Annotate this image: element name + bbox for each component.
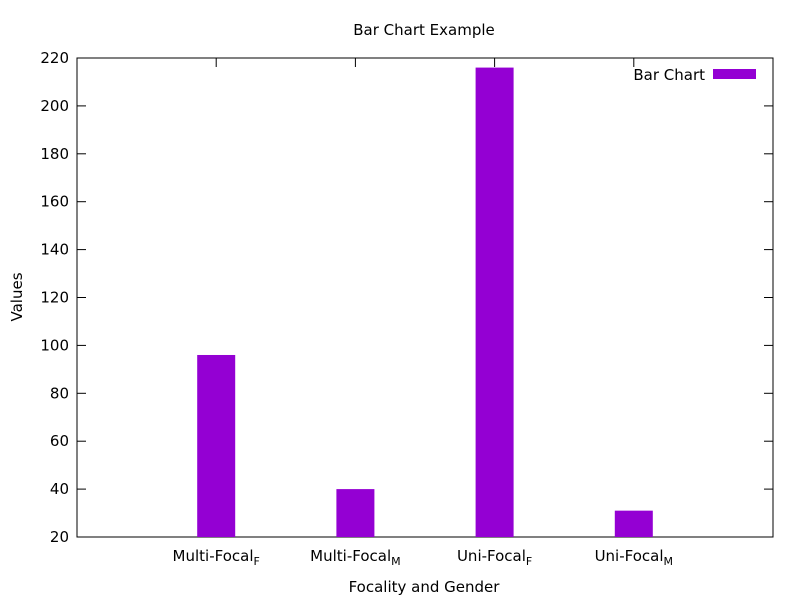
x-tick-label: Multi-FocalM	[310, 547, 400, 568]
x-tick-label: Multi-FocalF	[173, 547, 260, 568]
x-tick-label: Uni-FocalF	[457, 547, 532, 568]
y-tick-label: 100	[40, 336, 69, 354]
plot-frame	[76, 57, 774, 538]
y-axis-ticks: 20 40 60 80 100 120 140 160 180 200 220	[40, 49, 773, 546]
y-axis-label: Values	[8, 272, 26, 321]
y-tick-label: 120	[40, 289, 69, 307]
bar	[614, 510, 653, 537]
y-tick-label: 200	[40, 97, 69, 115]
y-tick-label: 20	[50, 528, 69, 546]
x-axis-label: Focality and Gender	[349, 578, 501, 596]
chart-title: Bar Chart Example	[353, 21, 494, 39]
bar	[336, 489, 375, 537]
bar	[197, 354, 236, 537]
y-tick-label: 80	[50, 384, 69, 402]
y-tick-label: 140	[40, 241, 69, 259]
x-axis-ticks: Multi-FocalF Multi-FocalM Uni-FocalF Uni-Fo…	[173, 58, 673, 568]
y-tick-label: 220	[40, 49, 69, 67]
y-tick-label: 40	[50, 480, 69, 498]
bars-group	[197, 67, 653, 537]
y-tick-label: 180	[40, 145, 69, 163]
legend-label: Bar Chart	[633, 66, 705, 84]
legend-swatch	[713, 69, 756, 79]
y-tick-label: 60	[50, 432, 69, 450]
legend: Bar Chart	[633, 66, 756, 84]
x-tick-label: Uni-FocalM	[595, 547, 673, 568]
y-tick-label: 160	[40, 193, 69, 211]
bar	[475, 67, 514, 537]
